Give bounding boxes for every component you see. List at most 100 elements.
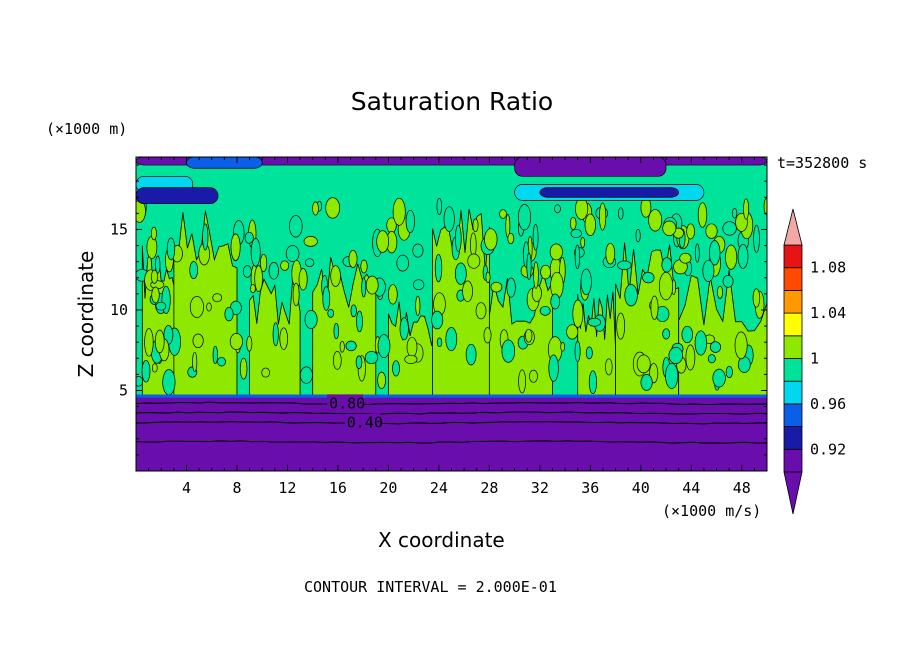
speckle — [685, 344, 696, 371]
y-tick-label: 15 — [110, 220, 128, 238]
speckle — [304, 258, 315, 268]
speckle — [230, 233, 241, 261]
speckle — [658, 271, 674, 301]
x-tick-label: 36 — [581, 479, 599, 497]
speckle — [753, 224, 760, 253]
lime-region — [173, 210, 238, 398]
speckle — [146, 235, 158, 260]
speckle — [445, 327, 458, 352]
x-tick-label: 44 — [682, 479, 700, 497]
speckle — [412, 279, 425, 291]
speckle — [206, 302, 212, 312]
x-tick-label: 8 — [232, 479, 241, 497]
speckle — [434, 253, 443, 283]
contour-0.80 — [136, 401, 767, 406]
speckle — [322, 286, 331, 311]
speckle — [640, 374, 653, 391]
speckle — [224, 306, 234, 322]
speckle — [585, 346, 593, 360]
speckle — [702, 259, 715, 282]
contour-label-bg — [344, 413, 381, 430]
x-tick-label: 4 — [182, 479, 191, 497]
y-tick-label: 5 — [119, 381, 128, 399]
upper-cloud — [136, 187, 219, 205]
speckle — [404, 354, 418, 364]
speckle — [572, 299, 584, 328]
speckle — [526, 252, 532, 281]
speckle — [617, 260, 632, 271]
speckle — [725, 365, 733, 379]
speckle — [642, 271, 655, 284]
chart-title: Saturation Ratio — [350, 87, 554, 116]
speckle — [501, 339, 516, 363]
colorbar-bin — [783, 289, 803, 314]
speckle — [436, 197, 443, 215]
speckle — [560, 342, 566, 352]
speckle — [392, 197, 406, 226]
speckle — [360, 259, 368, 274]
speckle — [752, 288, 761, 308]
speckle — [475, 302, 487, 320]
speckle — [399, 317, 409, 341]
speckle — [254, 265, 263, 292]
colorbar-bottom-arrow — [783, 471, 803, 515]
x-axis-label: X coordinate — [378, 528, 505, 552]
colorbar-bin — [783, 358, 803, 382]
speckle — [550, 293, 561, 310]
speckle — [202, 223, 209, 251]
speckle — [525, 328, 533, 343]
speckle — [648, 209, 663, 232]
speckle — [289, 215, 303, 238]
speckle — [588, 370, 597, 395]
speckle — [694, 330, 707, 356]
x-tick-label: 28 — [480, 479, 498, 497]
speckle — [549, 243, 563, 261]
speckle — [506, 277, 516, 298]
speckle — [162, 369, 176, 396]
x-tick-label: 16 — [329, 479, 347, 497]
speckle — [734, 331, 748, 360]
speckle — [662, 220, 677, 236]
speckle — [533, 261, 539, 289]
speckle — [261, 367, 271, 378]
speckle — [405, 209, 415, 233]
speckle — [599, 202, 607, 231]
speckle — [763, 197, 767, 216]
speckle — [636, 354, 651, 374]
colorbar-bin — [783, 448, 803, 473]
speckle — [662, 328, 671, 340]
speckle — [365, 275, 379, 295]
speckle — [260, 253, 268, 272]
speckle — [377, 334, 391, 359]
speckle — [392, 360, 400, 377]
speckle — [136, 376, 144, 387]
colorbar-top-arrow — [783, 208, 803, 246]
colorbar-bin — [783, 312, 803, 337]
speckle — [681, 325, 694, 344]
speckle — [575, 197, 589, 220]
speckle — [431, 310, 444, 330]
speckle — [686, 223, 695, 240]
speckle — [189, 296, 204, 318]
speckle — [539, 305, 551, 316]
speckle — [377, 371, 386, 389]
speckle — [725, 244, 738, 270]
colorbar-bin — [783, 403, 803, 427]
speckle — [229, 333, 243, 350]
colorbar-label: 1.08 — [810, 259, 846, 277]
speckle — [490, 281, 503, 293]
contour-label-bg — [327, 394, 364, 411]
speckle — [548, 354, 559, 382]
colorbar-label: 1 — [810, 350, 819, 368]
colorbar-label: 1.04 — [810, 304, 846, 322]
speckle — [722, 221, 737, 236]
boundary-fringe — [136, 394, 767, 398]
speckle — [330, 265, 341, 287]
speckle — [151, 286, 160, 304]
speckle — [406, 336, 418, 358]
speckle — [166, 237, 176, 261]
speckle — [364, 350, 379, 365]
speckle — [355, 355, 363, 370]
colorbar-bin — [783, 244, 803, 269]
speckle — [350, 304, 357, 318]
